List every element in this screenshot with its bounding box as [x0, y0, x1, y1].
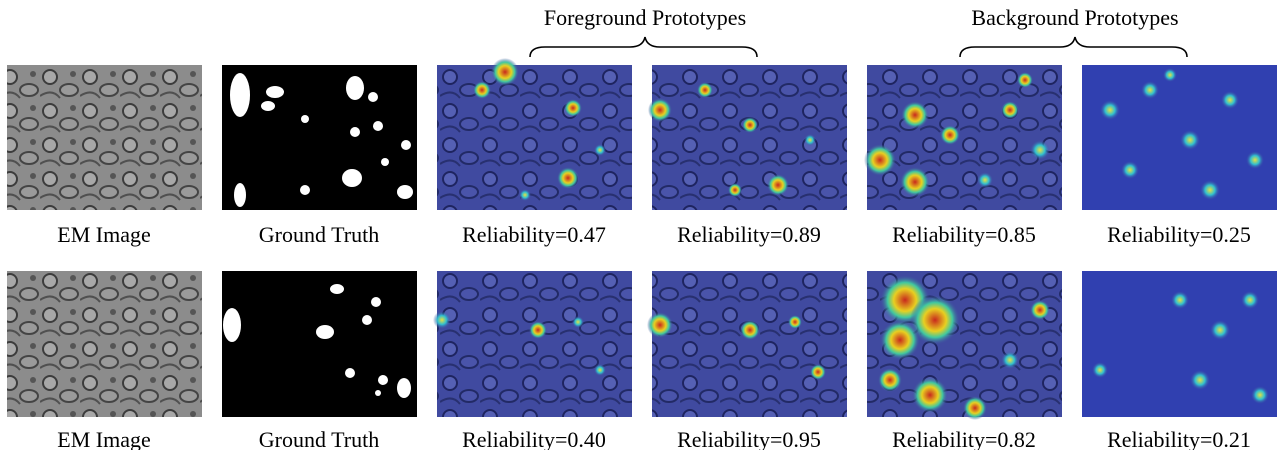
ground-truth [222, 65, 417, 210]
row: EM Image Ground Truth Reliability=0.47 R… [7, 58, 1277, 247]
heatmap [1082, 65, 1277, 210]
header-label: Background Prototypes [971, 5, 1178, 30]
caption: Reliability=0.40 [462, 427, 606, 450]
heatmap [1082, 271, 1277, 417]
caption: Reliability=0.89 [677, 222, 821, 247]
caption: Reliability=0.47 [462, 222, 606, 247]
caption: EM Image [57, 427, 150, 450]
ground-truth [222, 271, 417, 417]
caption: Reliability=0.25 [1107, 222, 1251, 247]
heatmap [433, 271, 632, 417]
caption: Reliability=0.21 [1107, 427, 1251, 450]
header-label: Foreground Prototypes [544, 5, 746, 30]
heatmap [864, 65, 1062, 210]
brace [530, 37, 757, 57]
caption: Ground Truth [259, 427, 379, 450]
figure: Foreground Prototypes Background Prototy… [0, 0, 1277, 450]
row: EM Image Ground Truth Reliability=0.40 R… [7, 271, 1277, 450]
heatmap [648, 65, 847, 210]
caption: Ground Truth [259, 222, 379, 247]
brace [960, 37, 1187, 57]
caption: Reliability=0.95 [677, 427, 821, 450]
em-image [7, 65, 202, 210]
em-image [7, 271, 202, 417]
heatmap [867, 271, 1062, 420]
page: Foreground Prototypes Background Prototy… [0, 0, 1277, 450]
heatmap [437, 58, 632, 210]
caption: EM Image [57, 222, 150, 247]
caption: Reliability=0.82 [892, 427, 1036, 450]
caption: Reliability=0.85 [892, 222, 1036, 247]
heatmap [647, 271, 847, 417]
